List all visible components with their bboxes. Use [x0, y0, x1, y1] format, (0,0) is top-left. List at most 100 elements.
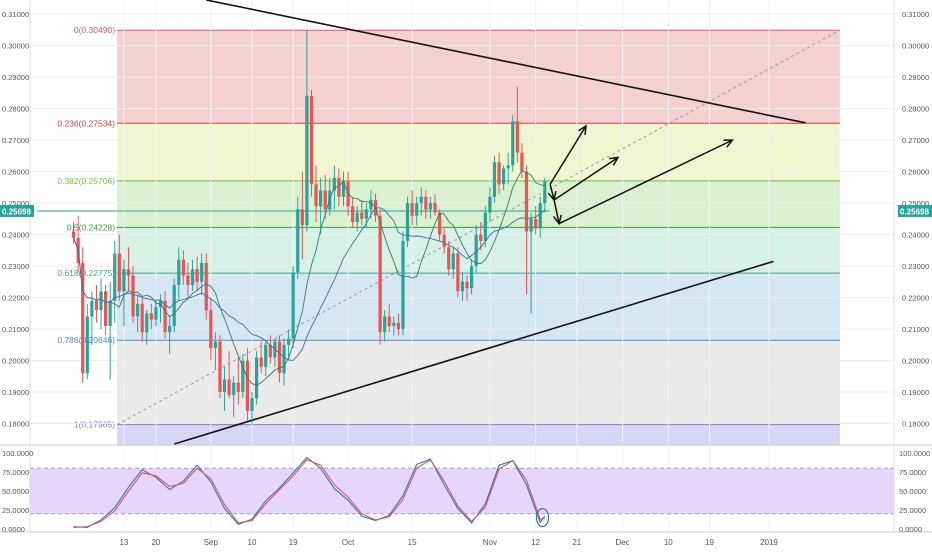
candle-body [424, 196, 428, 210]
candle-body [442, 234, 446, 248]
arrow-shaft [549, 184, 555, 201]
candle-body [227, 379, 231, 396]
stochastic-tick-left: 25.0000 [2, 506, 29, 515]
candle-body [168, 325, 172, 333]
price-tick-right: 0.20000 [902, 357, 929, 366]
price-tick-left: 0.18000 [2, 420, 29, 429]
stochastic-tick-left: 0.0000 [2, 525, 25, 534]
candle-body [287, 338, 291, 345]
candle-body [529, 218, 533, 232]
candle-body [136, 303, 140, 317]
trend-lines[interactable] [36, 0, 841, 445]
time-tick-label: 12 [531, 538, 540, 547]
candle-body [172, 284, 176, 326]
candle-body [456, 253, 460, 292]
candle-body [437, 212, 442, 235]
candle-body [99, 291, 103, 311]
price-tick-right: 0.18000 [902, 420, 929, 429]
stochastic-tick-left: 75.0000 [2, 468, 29, 477]
candle-body [126, 269, 131, 276]
price-tick-left: 0.20000 [2, 357, 29, 366]
candle-body [415, 203, 419, 216]
candle-body [222, 379, 227, 393]
oversold-highlight-circle[interactable] [535, 507, 550, 528]
price-tick-right: 0.23000 [902, 262, 929, 271]
candle-body [474, 234, 478, 267]
candle-body [511, 121, 515, 166]
stochastic-tick-left: 100.0000 [2, 449, 33, 458]
stochastic-tick-right: 25.0000 [899, 506, 926, 515]
candle-body [245, 360, 250, 411]
stochastic-panel [0, 444, 932, 529]
candle-body [337, 177, 341, 197]
candle-body [122, 269, 126, 292]
stochastic-band [30, 468, 894, 514]
candle-body [332, 177, 336, 191]
time-tick-label: 20 [151, 538, 160, 547]
projection-arrows[interactable] [547, 124, 734, 226]
price-tick-left: 0.23000 [2, 262, 29, 271]
fib-level-label: 0(0.30490) [74, 25, 115, 35]
price-tick-left: 0.31000 [2, 10, 29, 19]
candle-body [387, 316, 391, 326]
time-tick-label: Sep [204, 538, 219, 547]
candle-body [534, 218, 538, 229]
candle-body [465, 281, 469, 289]
candle-body [94, 300, 99, 311]
candle-body [236, 382, 240, 393]
candle-body [273, 341, 277, 358]
candle-body [213, 341, 217, 348]
candle-body [479, 234, 483, 241]
fib-zone-2 [117, 180, 840, 228]
candle-body [543, 181, 547, 204]
candle-body [396, 322, 400, 330]
stochastic-tick-right: 75.0000 [899, 468, 926, 477]
candle-body [113, 253, 117, 301]
fibonacci-retracement[interactable]: 0(0.30490) 0.236(0.27534) 0.382(0.25706) 0.… [57, 25, 840, 446]
candle-body [392, 322, 396, 326]
candle-body [360, 212, 364, 219]
price-tick-right: 0.30000 [902, 42, 929, 51]
candle-body [405, 203, 410, 241]
arrow-shaft [553, 199, 560, 224]
price-tick-left: 0.22000 [2, 294, 29, 303]
candle-body [90, 300, 94, 317]
support-trendline[interactable] [173, 260, 774, 445]
candle-body [355, 212, 359, 222]
candle-body [190, 269, 195, 285]
price-tick-right: 0.19000 [902, 388, 929, 397]
candle-body [369, 199, 373, 210]
fib-zone-6 [117, 424, 840, 446]
time-tick-label: 19 [289, 538, 298, 547]
candle-body [277, 341, 282, 374]
candle-body [177, 259, 181, 285]
candle-body [305, 96, 309, 226]
price-tick-left: 0.26000 [2, 168, 29, 177]
candle-body [117, 253, 121, 292]
candle-body [291, 272, 295, 339]
candle-body [104, 291, 108, 326]
price-tick-left: 0.28000 [2, 105, 29, 114]
candle-body [483, 212, 487, 241]
time-tick-label: 15 [408, 538, 417, 547]
candle-body [81, 262, 85, 374]
time-tick-label: Dec [615, 538, 629, 547]
time-tick-label: Oct [342, 538, 355, 547]
arrow-shaft [553, 156, 619, 201]
candle-body [451, 253, 455, 270]
moving-average-slow [73, 207, 546, 361]
moving-average-fast [73, 170, 545, 386]
candle-body [85, 316, 89, 374]
candle-body [319, 190, 323, 207]
resistance-trendline[interactable] [206, 0, 806, 124]
price-tick-left: 0.30000 [2, 42, 29, 51]
fib-level-label: 1(0.17965) [74, 420, 115, 430]
candle-body [538, 203, 542, 229]
candle-body [200, 262, 204, 282]
candle-body [218, 341, 222, 393]
candle-body [419, 196, 423, 204]
candle-body [502, 168, 506, 185]
